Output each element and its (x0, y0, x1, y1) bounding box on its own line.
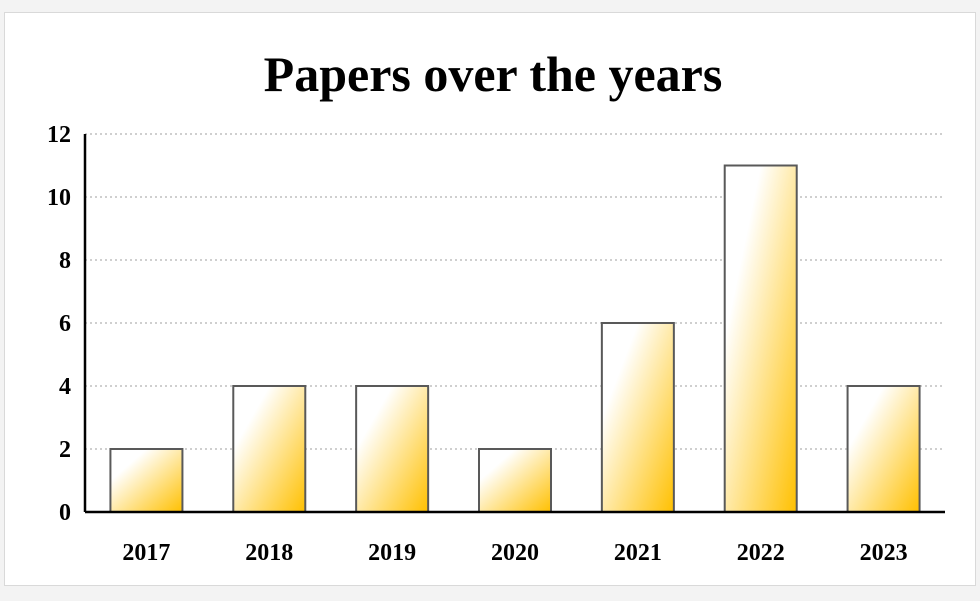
x-tick-label: 2018 (245, 540, 293, 566)
y-tick-label: 0 (59, 500, 71, 526)
bars (109, 164, 921, 513)
chart-title: Papers over the years (264, 46, 723, 102)
bar-2020 (478, 448, 552, 513)
x-tick-label: 2022 (737, 540, 785, 566)
x-tick-label: 2023 (860, 540, 908, 566)
y-tick-label: 12 (47, 122, 71, 148)
bar-2022 (723, 164, 798, 513)
y-tick-label: 2 (59, 437, 71, 463)
axes (83, 134, 945, 514)
gridlines (85, 133, 945, 450)
y-tick-label: 10 (47, 185, 71, 211)
bar-2021 (600, 322, 675, 513)
chart-frame: Papers over the years 0 2 4 6 8 10 12 2017 2018… (4, 12, 976, 586)
bar-2017 (109, 448, 184, 513)
bar-chart: Papers over the years 0 2 4 6 8 10 12 2017 2018… (47, 46, 945, 566)
y-tick-label: 8 (59, 248, 71, 274)
x-tick-label: 2020 (491, 540, 539, 566)
x-tick-label: 2021 (614, 540, 662, 566)
y-tick-label: 4 (59, 374, 71, 400)
x-tick-label: 2017 (122, 540, 170, 566)
bar-2018 (232, 385, 307, 513)
x-axis-tick-labels: 2017 2018 2019 2020 2021 2022 2023 (122, 540, 907, 566)
y-axis-tick-labels: 0 2 4 6 8 10 12 (47, 122, 71, 526)
x-tick-label: 2019 (368, 540, 416, 566)
bar-2019 (355, 385, 430, 513)
y-tick-label: 6 (59, 311, 71, 337)
bar-2023 (846, 385, 921, 513)
